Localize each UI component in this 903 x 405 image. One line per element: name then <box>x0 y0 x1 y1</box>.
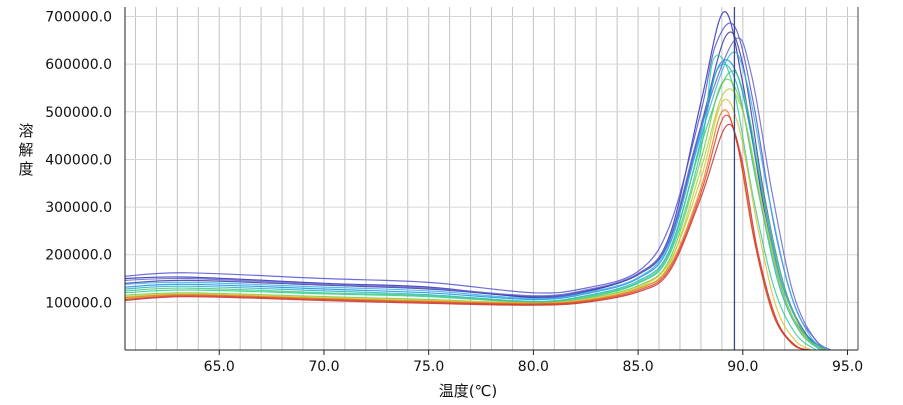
x-tick-label: 90.0 <box>727 359 758 375</box>
y-tick-label: 400000.0 <box>45 152 112 168</box>
x-tick-label: 75.0 <box>413 359 444 375</box>
series-line-9 <box>124 98 813 351</box>
y-axis-label-char-2: 解 <box>18 141 33 159</box>
series-line-5 <box>124 63 821 351</box>
x-tick-label: 70.0 <box>308 359 339 375</box>
y-axis-label-char-3: 度 <box>18 160 33 178</box>
y-tick-label: 700000.0 <box>45 10 112 26</box>
series-line-6 <box>124 54 817 351</box>
y-tick-label: 500000.0 <box>45 105 112 121</box>
series-line-11 <box>124 114 808 351</box>
series-line-12 <box>124 123 810 351</box>
x-tick-label: 65.0 <box>204 359 235 375</box>
series-line-14 <box>124 70 827 351</box>
series-line-15 <box>124 37 832 351</box>
y-tick-label: 600000.0 <box>45 57 112 73</box>
series-line-4 <box>124 59 823 351</box>
series-line-13 <box>124 51 827 351</box>
series-line-7 <box>124 78 825 351</box>
y-axis-label-char-1: 溶 <box>18 122 33 140</box>
x-axis-label: 温度(℃) <box>439 382 498 400</box>
x-tick-label: 85.0 <box>623 359 654 375</box>
x-tick-label: 95.0 <box>832 359 863 375</box>
y-tick-label: 200000.0 <box>45 248 112 264</box>
y-tick-label: 100000.0 <box>45 295 112 311</box>
x-tick-label: 80.0 <box>518 359 549 375</box>
y-tick-label: 300000.0 <box>45 200 112 216</box>
